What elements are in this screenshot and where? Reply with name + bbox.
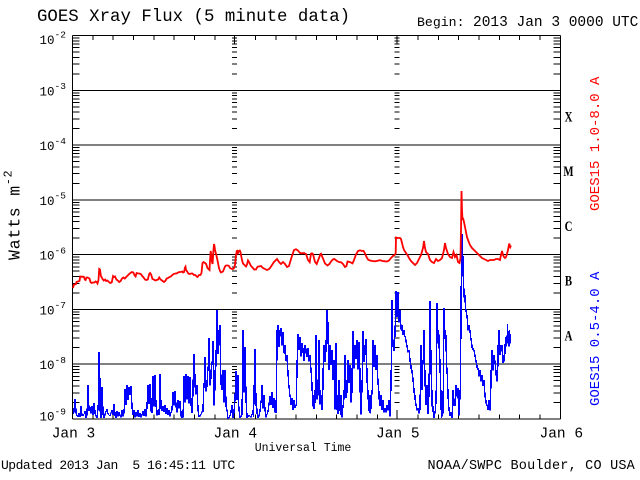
svg-text:2013 Jan 3 0000 UTC: 2013 Jan 3 0000 UTC <box>473 15 639 31</box>
svg-text:Watts m-2: Watts m-2 <box>3 170 25 260</box>
svg-text:GOES15 1.0-8.0 A: GOES15 1.0-8.0 A <box>588 76 604 211</box>
svg-text:Jan 5: Jan 5 <box>376 427 420 443</box>
svg-text:Jan 6: Jan 6 <box>540 427 584 443</box>
svg-text:Jan 3: Jan 3 <box>52 427 96 443</box>
svg-text:M: M <box>563 162 573 179</box>
svg-text:Jan 4: Jan 4 <box>214 427 258 443</box>
svg-text:A: A <box>565 327 573 344</box>
svg-text:GOES15 0.5-4.0 A: GOES15 0.5-4.0 A <box>588 271 604 406</box>
svg-text:GOES Xray Flux (5 minute data): GOES Xray Flux (5 minute data) <box>37 8 350 27</box>
svg-text:Universal Time: Universal Time <box>255 442 352 455</box>
svg-text:NOAA/SWPC Boulder, CO USA: NOAA/SWPC Boulder, CO USA <box>427 459 635 474</box>
svg-text:X: X <box>565 108 573 125</box>
svg-text:Begin:: Begin: <box>417 15 464 30</box>
svg-text:Updated 2013 Jan 5 16:45:11 U: Updated 2013 Jan 5 16:45:11 UTC <box>1 458 235 473</box>
svg-text:B: B <box>565 272 572 289</box>
svg-text:C: C <box>565 217 573 234</box>
